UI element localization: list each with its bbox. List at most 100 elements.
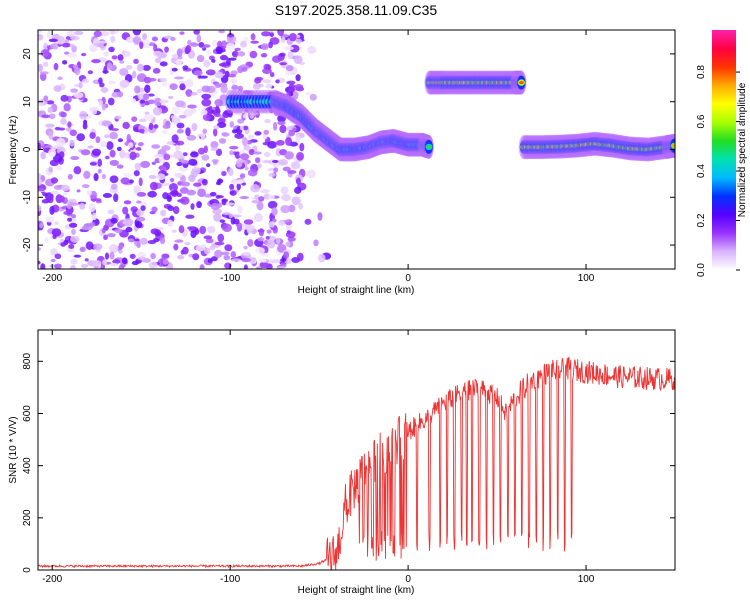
spectrogram-ytick-label: 0 <box>22 146 33 152</box>
noise-speckle <box>239 125 244 131</box>
noise-speckle <box>147 93 155 97</box>
snr-xtick-label: -100 <box>220 574 240 585</box>
noise-speckle <box>222 211 231 215</box>
noise-speckle <box>214 241 225 246</box>
noise-speckle <box>202 44 211 48</box>
noise-speckle <box>287 169 297 174</box>
noise-speckle <box>148 99 155 105</box>
noise-speckle <box>160 51 167 59</box>
noise-speckle <box>176 254 185 260</box>
noise-speckle <box>135 216 146 222</box>
noise-speckle <box>247 169 258 177</box>
noise-speckle <box>154 57 162 64</box>
noise-speckle <box>239 196 250 200</box>
colorbar: 0.0 0.2 0.4 0.6 0.8 Normalized spectral ampl… <box>696 30 748 277</box>
noise-speckle <box>87 145 94 149</box>
noise-speckle <box>125 226 133 233</box>
noise-speckle <box>110 217 118 224</box>
noise-speckle <box>218 30 225 34</box>
noise-speckle <box>258 228 265 237</box>
noise-speckle <box>69 43 75 48</box>
noise-speckle <box>192 253 200 261</box>
noise-speckle <box>266 263 273 269</box>
noise-speckle <box>231 258 242 262</box>
noise-speckle <box>101 173 106 180</box>
noise-speckle <box>295 74 301 82</box>
noise-speckle <box>262 133 268 140</box>
noise-speckle <box>151 144 161 149</box>
noise-speckle <box>228 213 234 219</box>
noise-speckle <box>233 214 242 218</box>
noise-speckle <box>70 258 78 265</box>
noise-speckle <box>104 134 110 139</box>
noise-speckle <box>164 46 169 53</box>
signal-peak <box>426 145 432 149</box>
noise-speckle <box>212 159 218 165</box>
noise-speckle <box>100 141 108 148</box>
noise-speckle <box>247 239 254 247</box>
noise-speckle <box>201 178 208 186</box>
noise-speckle <box>61 42 71 48</box>
noise-speckle <box>188 158 198 166</box>
noise-speckle <box>202 113 211 121</box>
noise-speckle <box>153 97 162 107</box>
noise-speckle <box>185 79 194 88</box>
noise-speckle <box>180 181 191 187</box>
noise-speckle <box>103 234 108 241</box>
noise-speckle <box>182 152 188 157</box>
noise-speckle <box>210 141 219 149</box>
noise-speckle <box>66 204 72 210</box>
noise-speckle <box>229 183 235 191</box>
noise-speckle <box>203 235 213 240</box>
noise-speckle <box>294 186 302 194</box>
noise-speckle <box>216 122 227 128</box>
noise-speckle <box>252 83 261 90</box>
noise-speckle <box>231 129 238 134</box>
noise-speckle <box>279 52 286 57</box>
noise-speckle <box>169 190 179 196</box>
noise-speckle <box>267 141 277 149</box>
noise-speckle <box>60 94 69 102</box>
noise-speckle <box>299 142 305 152</box>
noise-speckle <box>46 100 55 105</box>
noise-speckle <box>42 42 49 51</box>
noise-speckle <box>256 201 264 211</box>
noise-speckle <box>239 153 250 161</box>
noise-speckle <box>218 138 227 144</box>
noise-speckle <box>258 196 265 202</box>
signal-peak <box>518 80 524 85</box>
noise-speckle <box>93 173 99 182</box>
noise-speckle <box>220 251 230 256</box>
noise-speckle <box>173 243 179 251</box>
noise-speckle <box>71 228 76 235</box>
noise-speckle <box>94 198 102 202</box>
noise-speckle <box>70 88 79 93</box>
colorbar-scale <box>712 30 736 270</box>
spectrogram-ytick-label: -10 <box>22 190 33 205</box>
noise-speckle <box>45 123 55 128</box>
noise-speckle <box>119 149 126 159</box>
noise-speckle <box>116 146 122 152</box>
noise-speckle <box>38 173 42 179</box>
noise-speckle <box>227 33 235 38</box>
noise-speckle <box>228 73 237 78</box>
noise-speckle <box>70 264 76 269</box>
noise-speckle <box>104 252 110 260</box>
noise-speckle <box>125 64 133 70</box>
noise-speckle <box>228 57 237 61</box>
noise-speckle <box>107 209 115 215</box>
noise-speckle <box>279 62 287 66</box>
noise-speckle <box>266 229 272 234</box>
noise-speckle <box>176 161 183 167</box>
noise-speckle <box>218 62 229 67</box>
noise-speckle <box>304 218 312 225</box>
noise-speckle <box>291 196 301 206</box>
snr-ytick-label: 0 <box>22 567 33 573</box>
noise-speckle <box>73 30 84 36</box>
noise-speckle <box>229 150 234 156</box>
noise-speckle <box>271 259 281 264</box>
noise-speckle <box>161 81 168 87</box>
noise-speckle <box>159 236 166 245</box>
noise-speckle <box>143 126 149 135</box>
